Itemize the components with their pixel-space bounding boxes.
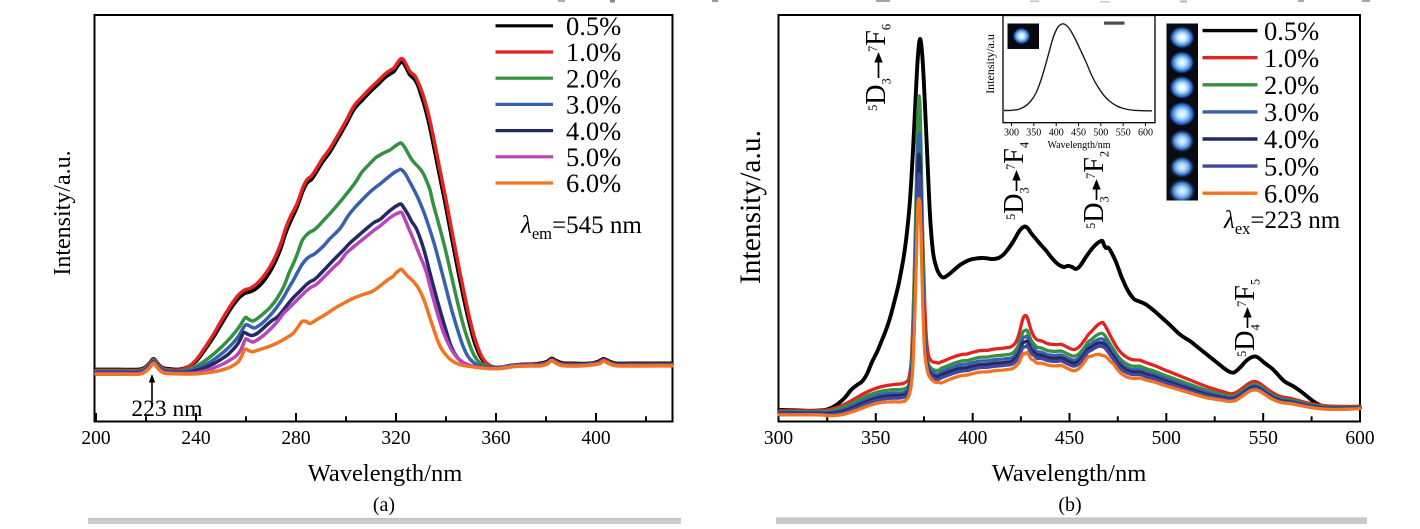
svg-text:350: 350 <box>1026 128 1041 139</box>
svg-text:240: 240 <box>181 428 210 449</box>
svg-text:6.0%: 6.0% <box>1264 178 1319 208</box>
svg-text:Wavelength/nm: Wavelength/nm <box>308 460 463 487</box>
svg-text:λex=223 nm: λex=223 nm <box>1223 207 1341 238</box>
svg-text:Wavelength/nm: Wavelength/nm <box>992 460 1147 487</box>
svg-text:2.0%: 2.0% <box>1264 70 1319 100</box>
svg-text:400: 400 <box>958 428 987 449</box>
svg-text:320: 320 <box>381 428 410 449</box>
svg-text:223 nm: 223 nm <box>131 396 202 422</box>
svg-text:5D3: 5D3 <box>999 187 1032 220</box>
svg-text:7F5: 7F5 <box>1230 279 1263 307</box>
svg-text:5D3: 5D3 <box>861 78 894 111</box>
svg-text:Intensity/a.u.: Intensity/a.u. <box>50 150 76 275</box>
svg-text:350: 350 <box>861 428 890 449</box>
svg-text:300: 300 <box>764 428 793 449</box>
svg-text:300: 300 <box>1004 128 1019 139</box>
svg-text:600: 600 <box>1345 428 1374 449</box>
svg-text:450: 450 <box>1071 128 1086 139</box>
svg-text:Wavelength/nm: Wavelength/nm <box>1047 140 1110 151</box>
svg-text:1.0%: 1.0% <box>566 37 621 67</box>
svg-text:(b): (b) <box>1058 494 1081 516</box>
svg-text:450: 450 <box>1055 428 1084 449</box>
svg-text:550: 550 <box>1116 128 1131 139</box>
svg-text:5D4: 5D4 <box>1230 324 1263 357</box>
svg-text:3.0%: 3.0% <box>566 90 621 120</box>
svg-text:280: 280 <box>281 428 310 449</box>
svg-text:400: 400 <box>581 428 610 449</box>
svg-text:550: 550 <box>1249 428 1278 449</box>
svg-text:4.0%: 4.0% <box>1264 124 1319 154</box>
svg-text:200: 200 <box>81 428 110 449</box>
svg-text:4.0%: 4.0% <box>566 116 621 146</box>
svg-text:600: 600 <box>1138 128 1153 139</box>
svg-text:0.5%: 0.5% <box>1264 16 1319 46</box>
svg-text:1.0%: 1.0% <box>1264 43 1319 73</box>
svg-text:7F4: 7F4 <box>999 141 1032 170</box>
svg-text:Intensity/a.u.: Intensity/a.u. <box>735 130 767 284</box>
svg-text:5D3: 5D3 <box>1079 196 1112 229</box>
svg-text:6.0%: 6.0% <box>566 168 621 198</box>
svg-text:500: 500 <box>1093 128 1108 139</box>
svg-text:λem=545 nm: λem=545 nm <box>520 212 642 243</box>
svg-text:7F2: 7F2 <box>1079 151 1112 179</box>
svg-text:360: 360 <box>481 428 510 449</box>
svg-text:5.0%: 5.0% <box>566 142 621 172</box>
svg-text:500: 500 <box>1152 428 1181 449</box>
svg-text:Intensity/a.u: Intensity/a.u <box>983 34 997 94</box>
svg-text:3.0%: 3.0% <box>1264 97 1319 127</box>
svg-text:5.0%: 5.0% <box>1264 151 1319 181</box>
svg-text:2.0%: 2.0% <box>566 63 621 93</box>
svg-text:(a): (a) <box>373 494 395 516</box>
svg-text:7F6: 7F6 <box>861 24 894 52</box>
svg-text:400: 400 <box>1049 128 1064 139</box>
svg-text:0.5%: 0.5% <box>566 11 621 41</box>
